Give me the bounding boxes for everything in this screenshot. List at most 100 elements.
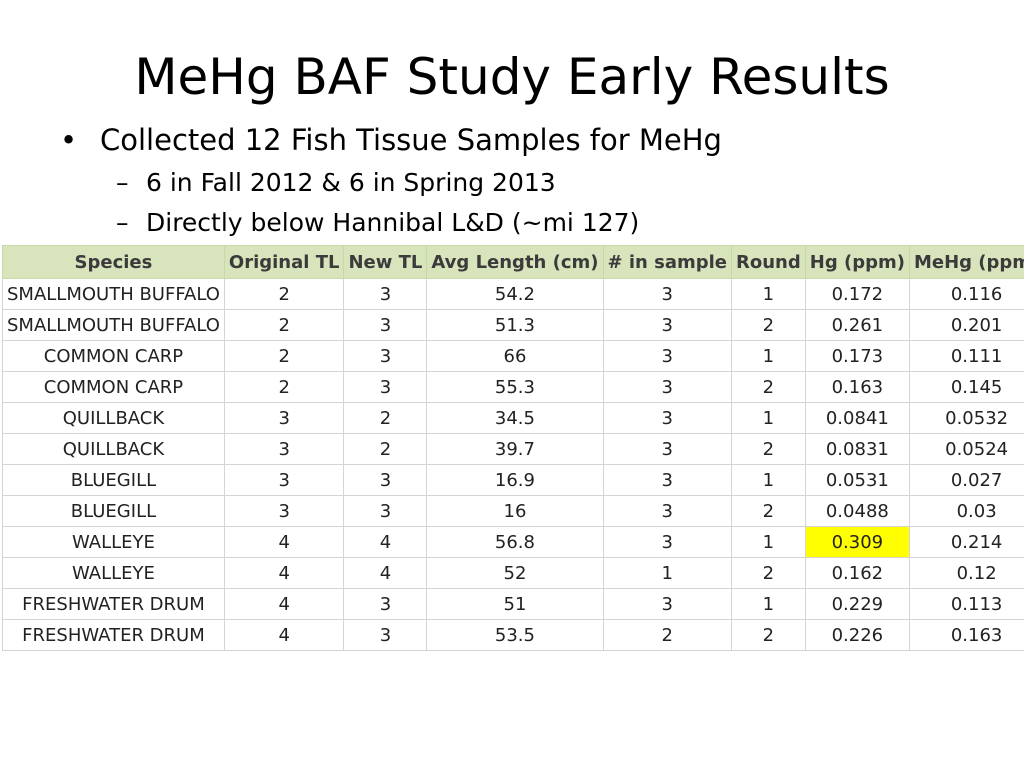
cell-new-tl: 2	[343, 402, 428, 434]
cell-avg-length: 56.8	[426, 526, 604, 558]
cell-new-tl: 4	[343, 557, 428, 589]
cell-species: BLUEGILL	[2, 464, 225, 496]
cell-species: COMMON CARP	[2, 340, 225, 372]
cell-hg: 0.173	[804, 340, 910, 372]
cell-species: BLUEGILL	[2, 495, 225, 527]
cell-avg-length: 55.3	[426, 371, 604, 403]
cell-new-tl: 4	[343, 526, 428, 558]
table-row: FRESHWATER DRUM 4 3 51 3 1 0.229 0.113	[2, 588, 1024, 620]
header-round: Round	[731, 245, 806, 279]
bullet-main-text: Collected 12 Fish Tissue Samples for MeH…	[100, 123, 722, 157]
cell-avg-length: 54.2	[426, 278, 604, 310]
cell-species: SMALLMOUTH BUFFALO	[2, 278, 225, 310]
cell-new-tl: 3	[343, 340, 428, 372]
cell-round: 2	[731, 371, 806, 403]
cell-in-sample: 3	[602, 433, 733, 465]
cell-mehg: 0.111	[908, 340, 1024, 372]
cell-new-tl: 3	[343, 371, 428, 403]
cell-hg: 0.226	[804, 619, 910, 651]
cell-avg-length: 66	[426, 340, 604, 372]
sub-bullet-2-text: Directly below Hannibal L&D (~mi 127)	[146, 208, 640, 237]
table-row: BLUEGILL 3 3 16.9 3 1 0.0531 0.027	[2, 464, 1024, 496]
table-row: WALLEYE 4 4 52 1 2 0.162 0.12	[2, 557, 1024, 589]
cell-new-tl: 3	[343, 309, 428, 341]
cell-original-tl: 3	[223, 402, 345, 434]
cell-in-sample: 1	[602, 557, 733, 589]
table-row: SMALLMOUTH BUFFALO 2 3 54.2 3 1 0.172 0.116	[2, 278, 1024, 310]
cell-original-tl: 4	[223, 557, 345, 589]
cell-hg: 0.162	[804, 557, 910, 589]
cell-mehg: 0.113	[908, 588, 1024, 620]
cell-original-tl: 2	[223, 371, 345, 403]
results-table-container: Species Original TL New TL Avg Length (c…	[2, 245, 1024, 651]
cell-avg-length: 39.7	[426, 433, 604, 465]
cell-in-sample: 3	[602, 371, 733, 403]
header-species: Species	[2, 245, 225, 279]
cell-species: FRESHWATER DRUM	[2, 588, 225, 620]
results-table: Species Original TL New TL Avg Length (c…	[2, 245, 1024, 651]
cell-species: COMMON CARP	[2, 371, 225, 403]
cell-in-sample: 3	[602, 526, 733, 558]
cell-original-tl: 3	[223, 464, 345, 496]
cell-species: WALLEYE	[2, 557, 225, 589]
cell-hg: 0.0831	[804, 433, 910, 465]
cell-round: 2	[731, 619, 806, 651]
cell-round: 1	[731, 588, 806, 620]
cell-round: 1	[731, 340, 806, 372]
sub-bullet-2: – Directly below Hannibal L&D (~mi 127)	[116, 206, 639, 240]
cell-mehg: 0.145	[908, 371, 1024, 403]
cell-new-tl: 3	[343, 278, 428, 310]
cell-in-sample: 3	[602, 464, 733, 496]
table-row: COMMON CARP 2 3 66 3 1 0.173 0.111	[2, 340, 1024, 372]
cell-mehg: 0.027	[908, 464, 1024, 496]
header-hg: Hg (ppm)	[804, 245, 910, 279]
cell-hg: 0.0841	[804, 402, 910, 434]
cell-round: 2	[731, 433, 806, 465]
table-body: SMALLMOUTH BUFFALO 2 3 54.2 3 1 0.172 0.116 SMAL…	[2, 278, 1024, 651]
cell-hg: 0.261	[804, 309, 910, 341]
header-in-sample: # in sample	[602, 245, 733, 279]
cell-species: SMALLMOUTH BUFFALO	[2, 309, 225, 341]
cell-new-tl: 3	[343, 588, 428, 620]
bullet-main: • Collected 12 Fish Tissue Samples for Me…	[60, 120, 722, 160]
cell-original-tl: 4	[223, 526, 345, 558]
cell-original-tl: 2	[223, 309, 345, 341]
cell-new-tl: 3	[343, 464, 428, 496]
table-row: BLUEGILL 3 3 16 3 2 0.0488 0.03	[2, 495, 1024, 527]
cell-round: 1	[731, 278, 806, 310]
table-row: SMALLMOUTH BUFFALO 2 3 51.3 3 2 0.261 0.201	[2, 309, 1024, 341]
cell-original-tl: 4	[223, 588, 345, 620]
cell-round: 1	[731, 402, 806, 434]
sub-bullet-1-text: 6 in Fall 2012 & 6 in Spring 2013	[146, 168, 556, 197]
cell-round: 2	[731, 495, 806, 527]
cell-hg: 0.0488	[804, 495, 910, 527]
cell-species: QUILLBACK	[2, 402, 225, 434]
cell-hg: 0.309	[804, 526, 910, 558]
cell-avg-length: 16.9	[426, 464, 604, 496]
cell-species: QUILLBACK	[2, 433, 225, 465]
cell-round: 2	[731, 557, 806, 589]
cell-mehg: 0.0532	[908, 402, 1024, 434]
header-avg-length: Avg Length (cm)	[426, 245, 604, 279]
cell-round: 1	[731, 526, 806, 558]
bullet-icon: •	[60, 123, 78, 157]
cell-in-sample: 3	[602, 278, 733, 310]
cell-species: WALLEYE	[2, 526, 225, 558]
table-row: FRESHWATER DRUM 4 3 53.5 2 2 0.226 0.163	[2, 619, 1024, 651]
cell-new-tl: 3	[343, 495, 428, 527]
dash-icon: –	[116, 168, 129, 197]
cell-original-tl: 3	[223, 433, 345, 465]
cell-mehg: 0.214	[908, 526, 1024, 558]
cell-hg: 0.163	[804, 371, 910, 403]
cell-species: FRESHWATER DRUM	[2, 619, 225, 651]
sub-bullet-1: –6 in Fall 2012 & 6 in Spring 2013	[116, 166, 556, 200]
cell-hg: 0.229	[804, 588, 910, 620]
cell-mehg: 0.201	[908, 309, 1024, 341]
table-row: COMMON CARP 2 3 55.3 3 2 0.163 0.145	[2, 371, 1024, 403]
cell-avg-length: 53.5	[426, 619, 604, 651]
cell-original-tl: 3	[223, 495, 345, 527]
table-row: QUILLBACK 3 2 34.5 3 1 0.0841 0.0532	[2, 402, 1024, 434]
table-row: WALLEYE 4 4 56.8 3 1 0.309 0.214	[2, 526, 1024, 558]
cell-original-tl: 2	[223, 278, 345, 310]
cell-new-tl: 3	[343, 619, 428, 651]
